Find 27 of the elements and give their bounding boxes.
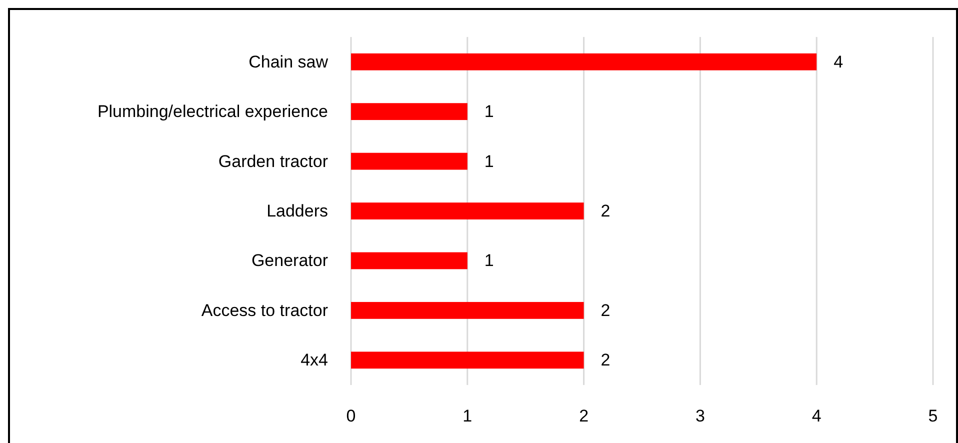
y-tick-label: Chain saw: [248, 52, 329, 72]
bar: [351, 352, 584, 369]
bar: [351, 302, 584, 319]
y-tick-label: 4x4: [300, 350, 328, 370]
data-label: 4: [834, 52, 844, 72]
x-tick-label: 3: [695, 406, 705, 426]
x-tick-label: 5: [928, 406, 938, 426]
data-label: 2: [600, 202, 610, 220]
y-tick-label: Ladders: [266, 202, 328, 220]
data-label: 1: [484, 152, 494, 171]
y-tick-label: Plumbing/electrical experience: [97, 102, 328, 122]
y-tick-label: Access to tractor: [201, 300, 328, 320]
x-tick-label: 2: [579, 406, 589, 426]
bar: [351, 103, 468, 120]
data-label: 2: [600, 300, 610, 320]
y-tick-label: Generator: [251, 251, 328, 270]
data-label: 2: [600, 350, 610, 370]
x-tick-label: 0: [346, 406, 356, 426]
bar: [351, 252, 468, 270]
x-tick-label: 1: [462, 406, 472, 426]
data-label: 1: [484, 102, 494, 122]
bar: [351, 202, 584, 220]
bar: [351, 152, 468, 170]
data-label: 1: [484, 251, 494, 270]
bar: [351, 53, 817, 70]
y-tick-label: Garden tractor: [218, 152, 328, 171]
x-tick-label: 4: [812, 406, 822, 426]
